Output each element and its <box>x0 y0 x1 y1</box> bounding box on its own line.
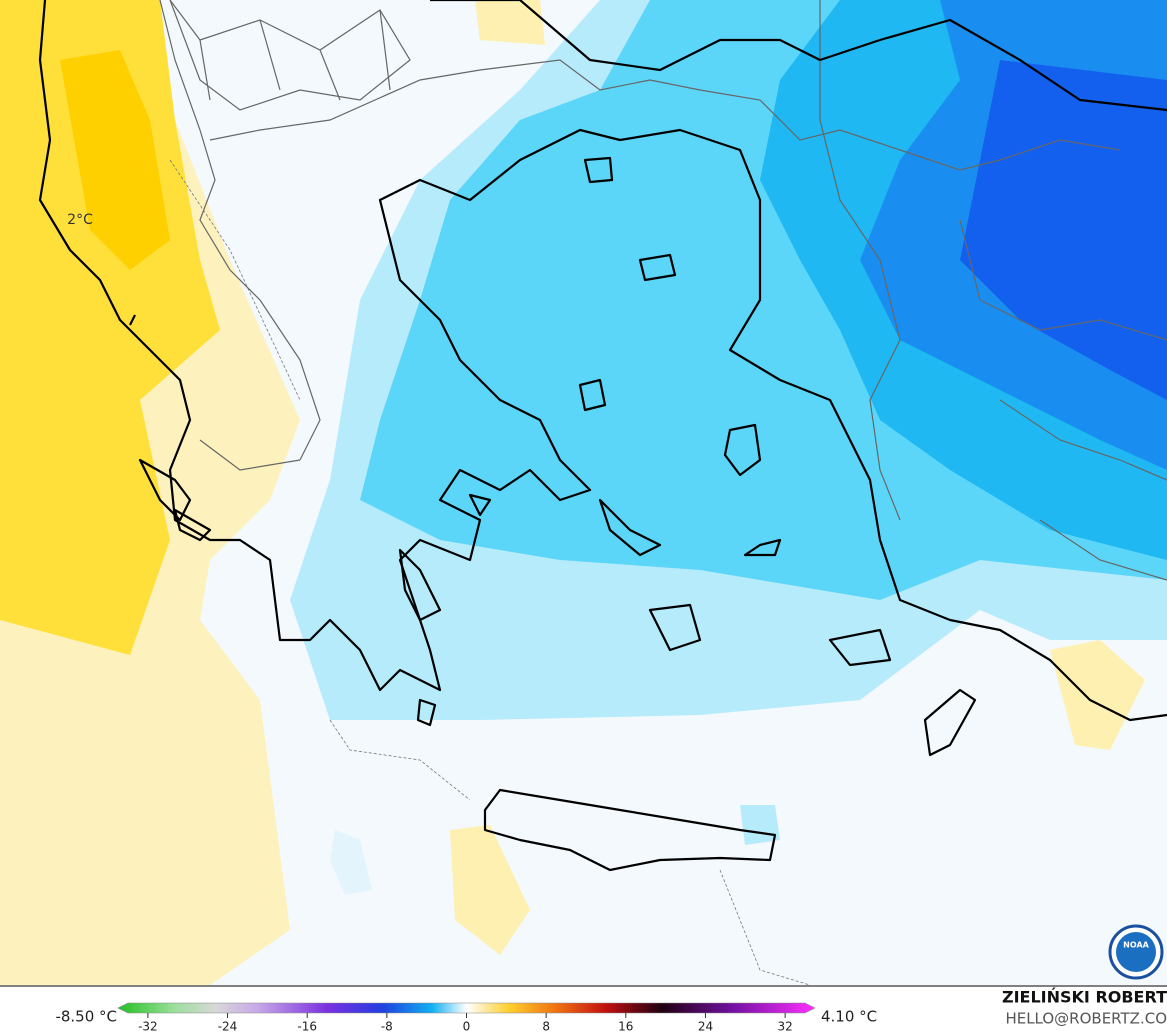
island <box>923 688 977 757</box>
cold-spot <box>330 830 372 895</box>
colorbar-tick-label: -32 <box>138 1020 158 1034</box>
colorbar-tick-label: -24 <box>218 1020 238 1034</box>
borders <box>169 0 411 111</box>
logo-disc <box>1116 932 1156 972</box>
map: 2°C NOAA <box>0 0 1167 985</box>
colorbar-min-label: -8.50 °C <box>55 1008 117 1026</box>
colorbar-tick-label: 16 <box>618 1020 633 1034</box>
warm-core <box>60 50 170 270</box>
logo: NOAA <box>1108 924 1164 980</box>
isoline <box>169 159 811 985</box>
coastline <box>430 0 1167 112</box>
colorbar-tick-label: 0 <box>463 1020 471 1034</box>
colorbar-max-label: 4.10 °C <box>821 1008 877 1026</box>
borders <box>159 0 1167 581</box>
colorbar-tick-label: 24 <box>698 1020 713 1034</box>
contour-label: 2°C <box>67 212 93 228</box>
colorbar-tick-label: -8 <box>381 1020 393 1034</box>
island <box>483 788 777 872</box>
cold-zone-core <box>960 60 1167 400</box>
warm-spot <box>1050 640 1145 750</box>
island <box>129 314 442 622</box>
credit-name: ZIELIŃSKI ROBERT <box>1002 988 1167 1007</box>
island <box>416 156 892 727</box>
colorbar-tick-label: -16 <box>297 1020 317 1034</box>
colorbar-tick-label: 32 <box>777 1020 792 1034</box>
warm-zone <box>0 0 220 655</box>
credit-email: HELLO@ROBERTZ.CO <box>1005 1010 1167 1028</box>
warm-spot <box>475 0 545 45</box>
warm-spot <box>450 825 530 955</box>
logo-text: NOAA <box>1123 941 1149 950</box>
colorbar <box>117 1002 816 1014</box>
colorbar-tick-label: 8 <box>542 1020 550 1034</box>
